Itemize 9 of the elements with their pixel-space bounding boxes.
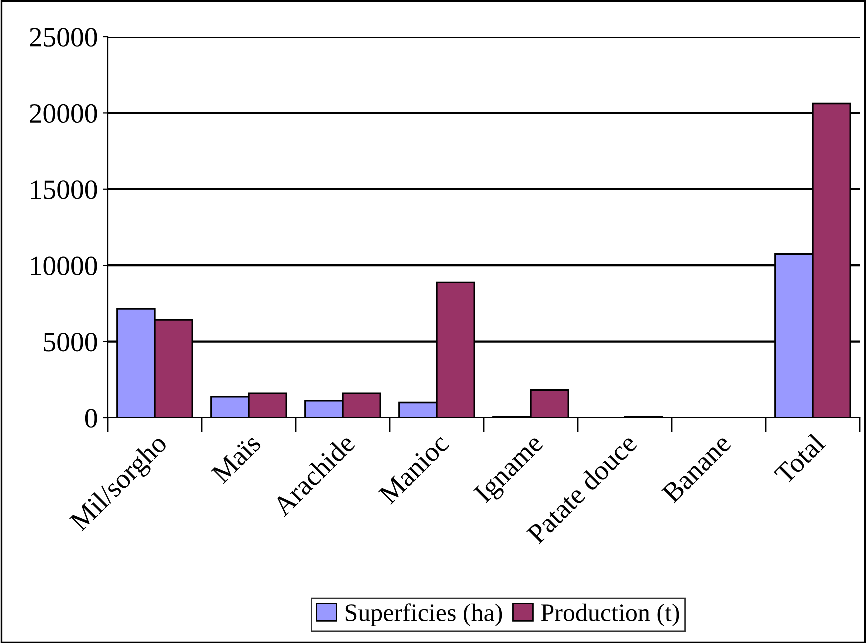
legend-label: Superficies (ha) <box>346 604 502 626</box>
y-tick-label: 10000 <box>31 256 98 276</box>
y-tick-label: 5000 <box>44 332 98 352</box>
y-tick-label: 25000 <box>30 28 98 47</box>
y-tick-label: 20000 <box>30 104 98 124</box>
legend-label: Production (t) <box>541 604 680 626</box>
y-tick-label: 0 <box>85 409 98 428</box>
y-tick-label: 15000 <box>31 180 98 200</box>
x-tick-label: Maïs <box>211 433 262 484</box>
